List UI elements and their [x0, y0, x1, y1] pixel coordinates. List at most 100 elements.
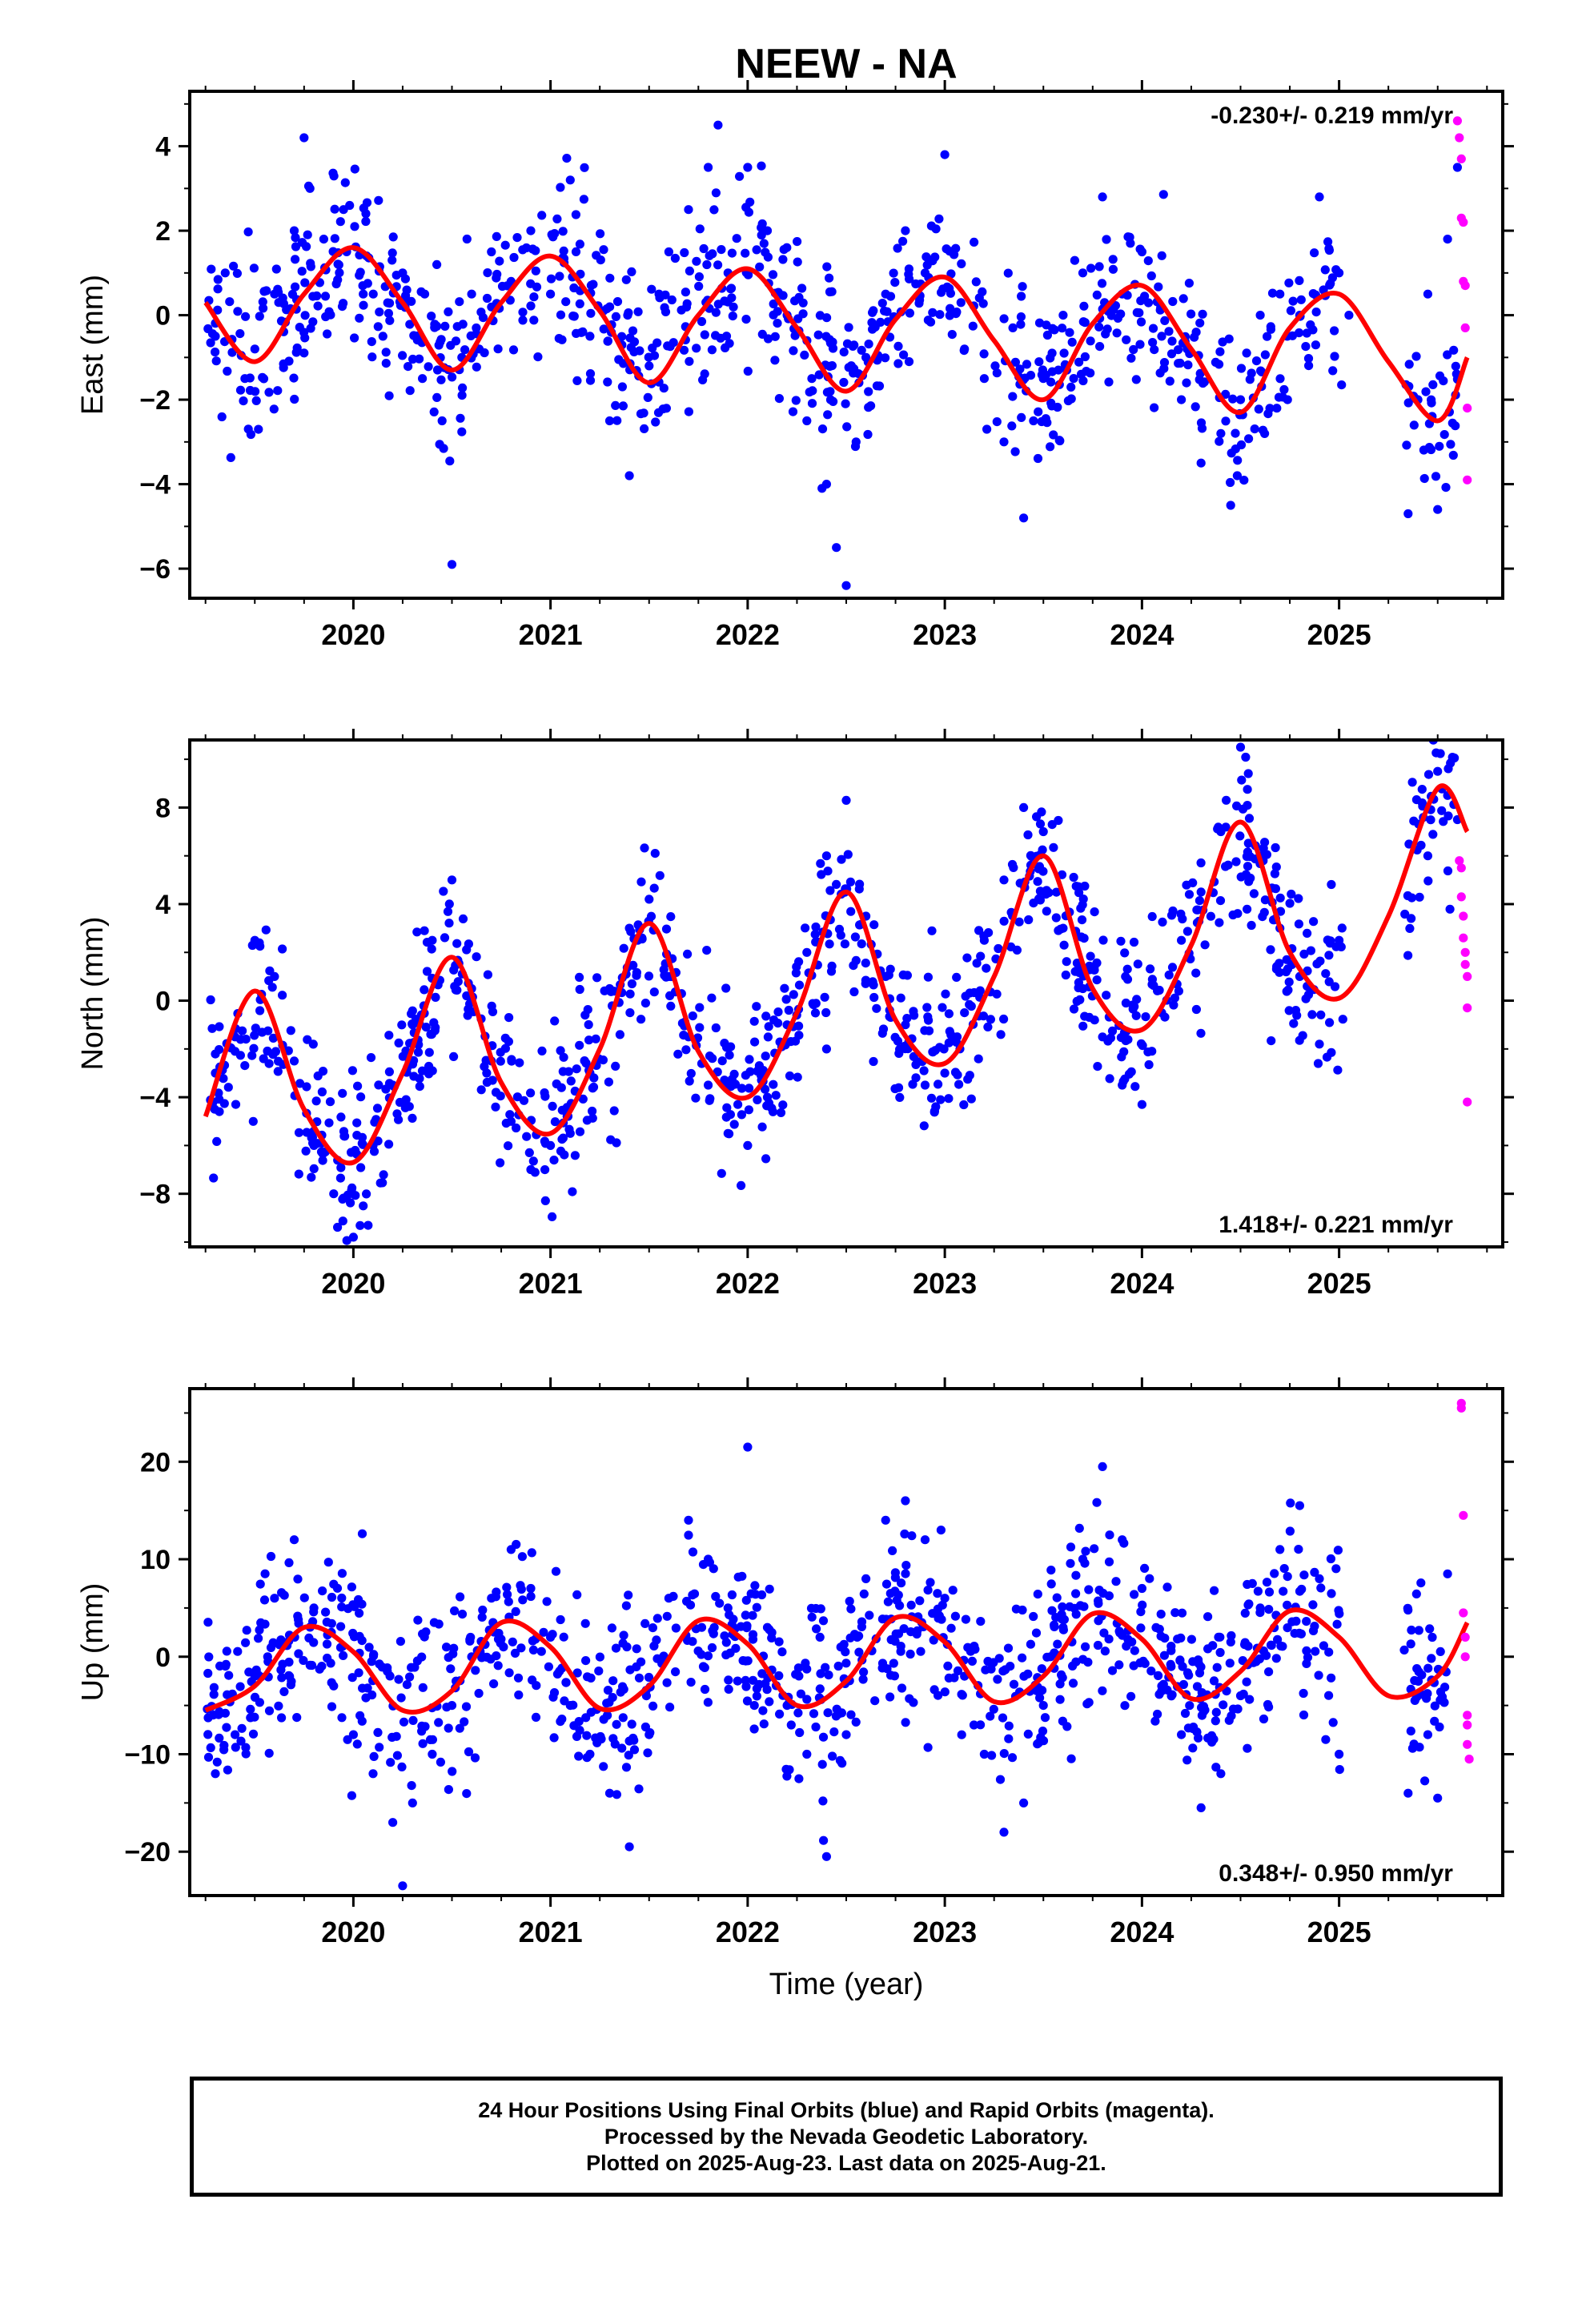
final-orbit-point: [680, 247, 689, 258]
final-orbit-point: [1333, 1546, 1343, 1555]
x-tick-label: 2025: [1307, 1267, 1371, 1300]
final-orbit-point: [1267, 1036, 1276, 1046]
caption-line-3: Plotted on 2025-Aug-23. Last data on 202…: [586, 2150, 1106, 2175]
final-orbit-point: [1143, 1047, 1153, 1057]
final-orbit-point: [337, 1593, 347, 1603]
final-orbit-point: [987, 1751, 997, 1760]
final-orbit-point: [1086, 336, 1095, 346]
final-orbit-point: [212, 1757, 222, 1767]
final-orbit-point: [682, 1596, 692, 1606]
final-orbit-point: [531, 1712, 541, 1722]
final-orbit-point: [798, 309, 808, 319]
final-orbit-point: [725, 1051, 734, 1060]
final-orbit-point: [1150, 345, 1159, 355]
final-orbit-point: [424, 1069, 434, 1079]
final-orbit-point: [1066, 1754, 1076, 1763]
final-orbit-point: [1403, 398, 1413, 408]
final-orbit-point: [1071, 1610, 1081, 1619]
final-orbit-point: [821, 1663, 830, 1672]
rapid-orbit-point: [1460, 1632, 1470, 1642]
final-orbit-point: [841, 399, 850, 408]
final-orbit-point: [1327, 879, 1336, 890]
final-orbit-point: [556, 310, 566, 320]
final-orbit-point: [802, 947, 812, 957]
final-orbit-point: [213, 305, 223, 315]
final-orbit-point: [315, 1664, 324, 1674]
final-orbit-point: [1283, 1600, 1292, 1610]
final-orbit-point: [526, 1164, 536, 1175]
final-orbit-point: [752, 1691, 762, 1701]
final-orbit-point: [952, 972, 962, 982]
final-orbit-point: [818, 1732, 829, 1742]
final-orbit-point: [337, 1713, 347, 1723]
final-orbit-point: [1098, 935, 1108, 945]
final-orbit-point: [920, 1080, 930, 1090]
final-orbit-point: [893, 341, 903, 351]
final-orbit-point: [940, 1687, 950, 1697]
final-orbit-point: [1047, 820, 1057, 830]
final-orbit-point: [558, 227, 568, 236]
final-orbit-point: [1417, 785, 1427, 794]
final-orbit-point: [651, 417, 661, 427]
final-orbit-point: [1247, 368, 1256, 378]
final-orbit-point: [702, 946, 712, 955]
final-orbit-point: [948, 1586, 958, 1595]
final-orbit-point: [915, 296, 925, 305]
final-orbit-point: [408, 1020, 417, 1030]
final-orbit-point: [608, 1693, 617, 1703]
final-orbit-point: [512, 233, 522, 243]
final-orbit-point: [1289, 1019, 1299, 1028]
final-orbit-point: [1294, 919, 1303, 929]
final-orbit-point: [683, 949, 693, 959]
final-orbit-point: [1145, 1574, 1154, 1583]
final-orbit-point: [1425, 1624, 1435, 1634]
final-orbit-point: [1066, 1542, 1076, 1552]
final-orbit-point: [384, 1067, 394, 1076]
final-orbit-point: [633, 307, 643, 316]
final-orbit-point: [1131, 375, 1141, 384]
final-orbit-point: [1445, 904, 1455, 914]
x-axis-label: Time (year): [769, 1968, 924, 2001]
final-orbit-point: [1332, 1619, 1342, 1629]
final-orbit-point: [1231, 428, 1240, 438]
final-orbit-point: [1066, 382, 1076, 392]
final-orbit-point: [215, 1661, 225, 1671]
final-orbit-point: [350, 1602, 359, 1611]
final-orbit-point: [358, 1140, 367, 1149]
final-orbit-point: [944, 1094, 954, 1104]
final-orbit-point: [1168, 296, 1178, 307]
final-orbit-point: [223, 366, 232, 376]
final-orbit-point: [417, 1721, 427, 1731]
final-orbit-point: [619, 1630, 628, 1640]
final-orbit-point: [944, 1009, 954, 1019]
final-orbit-point: [748, 1630, 758, 1639]
final-orbit-point: [1294, 894, 1303, 903]
final-orbit-point: [552, 1079, 561, 1089]
final-orbit-point: [1053, 402, 1062, 412]
final-orbit-point: [867, 318, 877, 328]
final-orbit-point: [273, 1067, 283, 1076]
final-orbit-point: [1264, 1587, 1275, 1597]
final-orbit-point: [478, 1605, 488, 1615]
final-orbit-point: [1410, 1695, 1419, 1705]
final-orbit-point: [890, 1573, 900, 1582]
final-orbit-point: [309, 1638, 319, 1647]
final-orbit-point: [940, 150, 950, 159]
final-orbit-point: [986, 1015, 995, 1024]
final-orbit-point: [267, 983, 277, 992]
final-orbit-point: [1018, 282, 1027, 292]
final-orbit-point: [1146, 271, 1156, 281]
final-orbit-point: [1090, 1015, 1099, 1025]
final-orbit-point: [1078, 268, 1088, 278]
final-orbit-point: [1243, 847, 1252, 857]
final-orbit-point: [1313, 1059, 1323, 1068]
final-orbit-point: [307, 1172, 316, 1182]
final-orbit-point: [769, 299, 778, 309]
final-orbit-point: [444, 307, 453, 316]
final-orbit-point: [527, 1548, 536, 1558]
final-orbit-point: [416, 287, 426, 296]
final-orbit-point: [1283, 395, 1292, 404]
final-orbit-point: [299, 1593, 309, 1602]
final-orbit-point: [1327, 1589, 1336, 1598]
final-orbit-point: [299, 348, 309, 358]
